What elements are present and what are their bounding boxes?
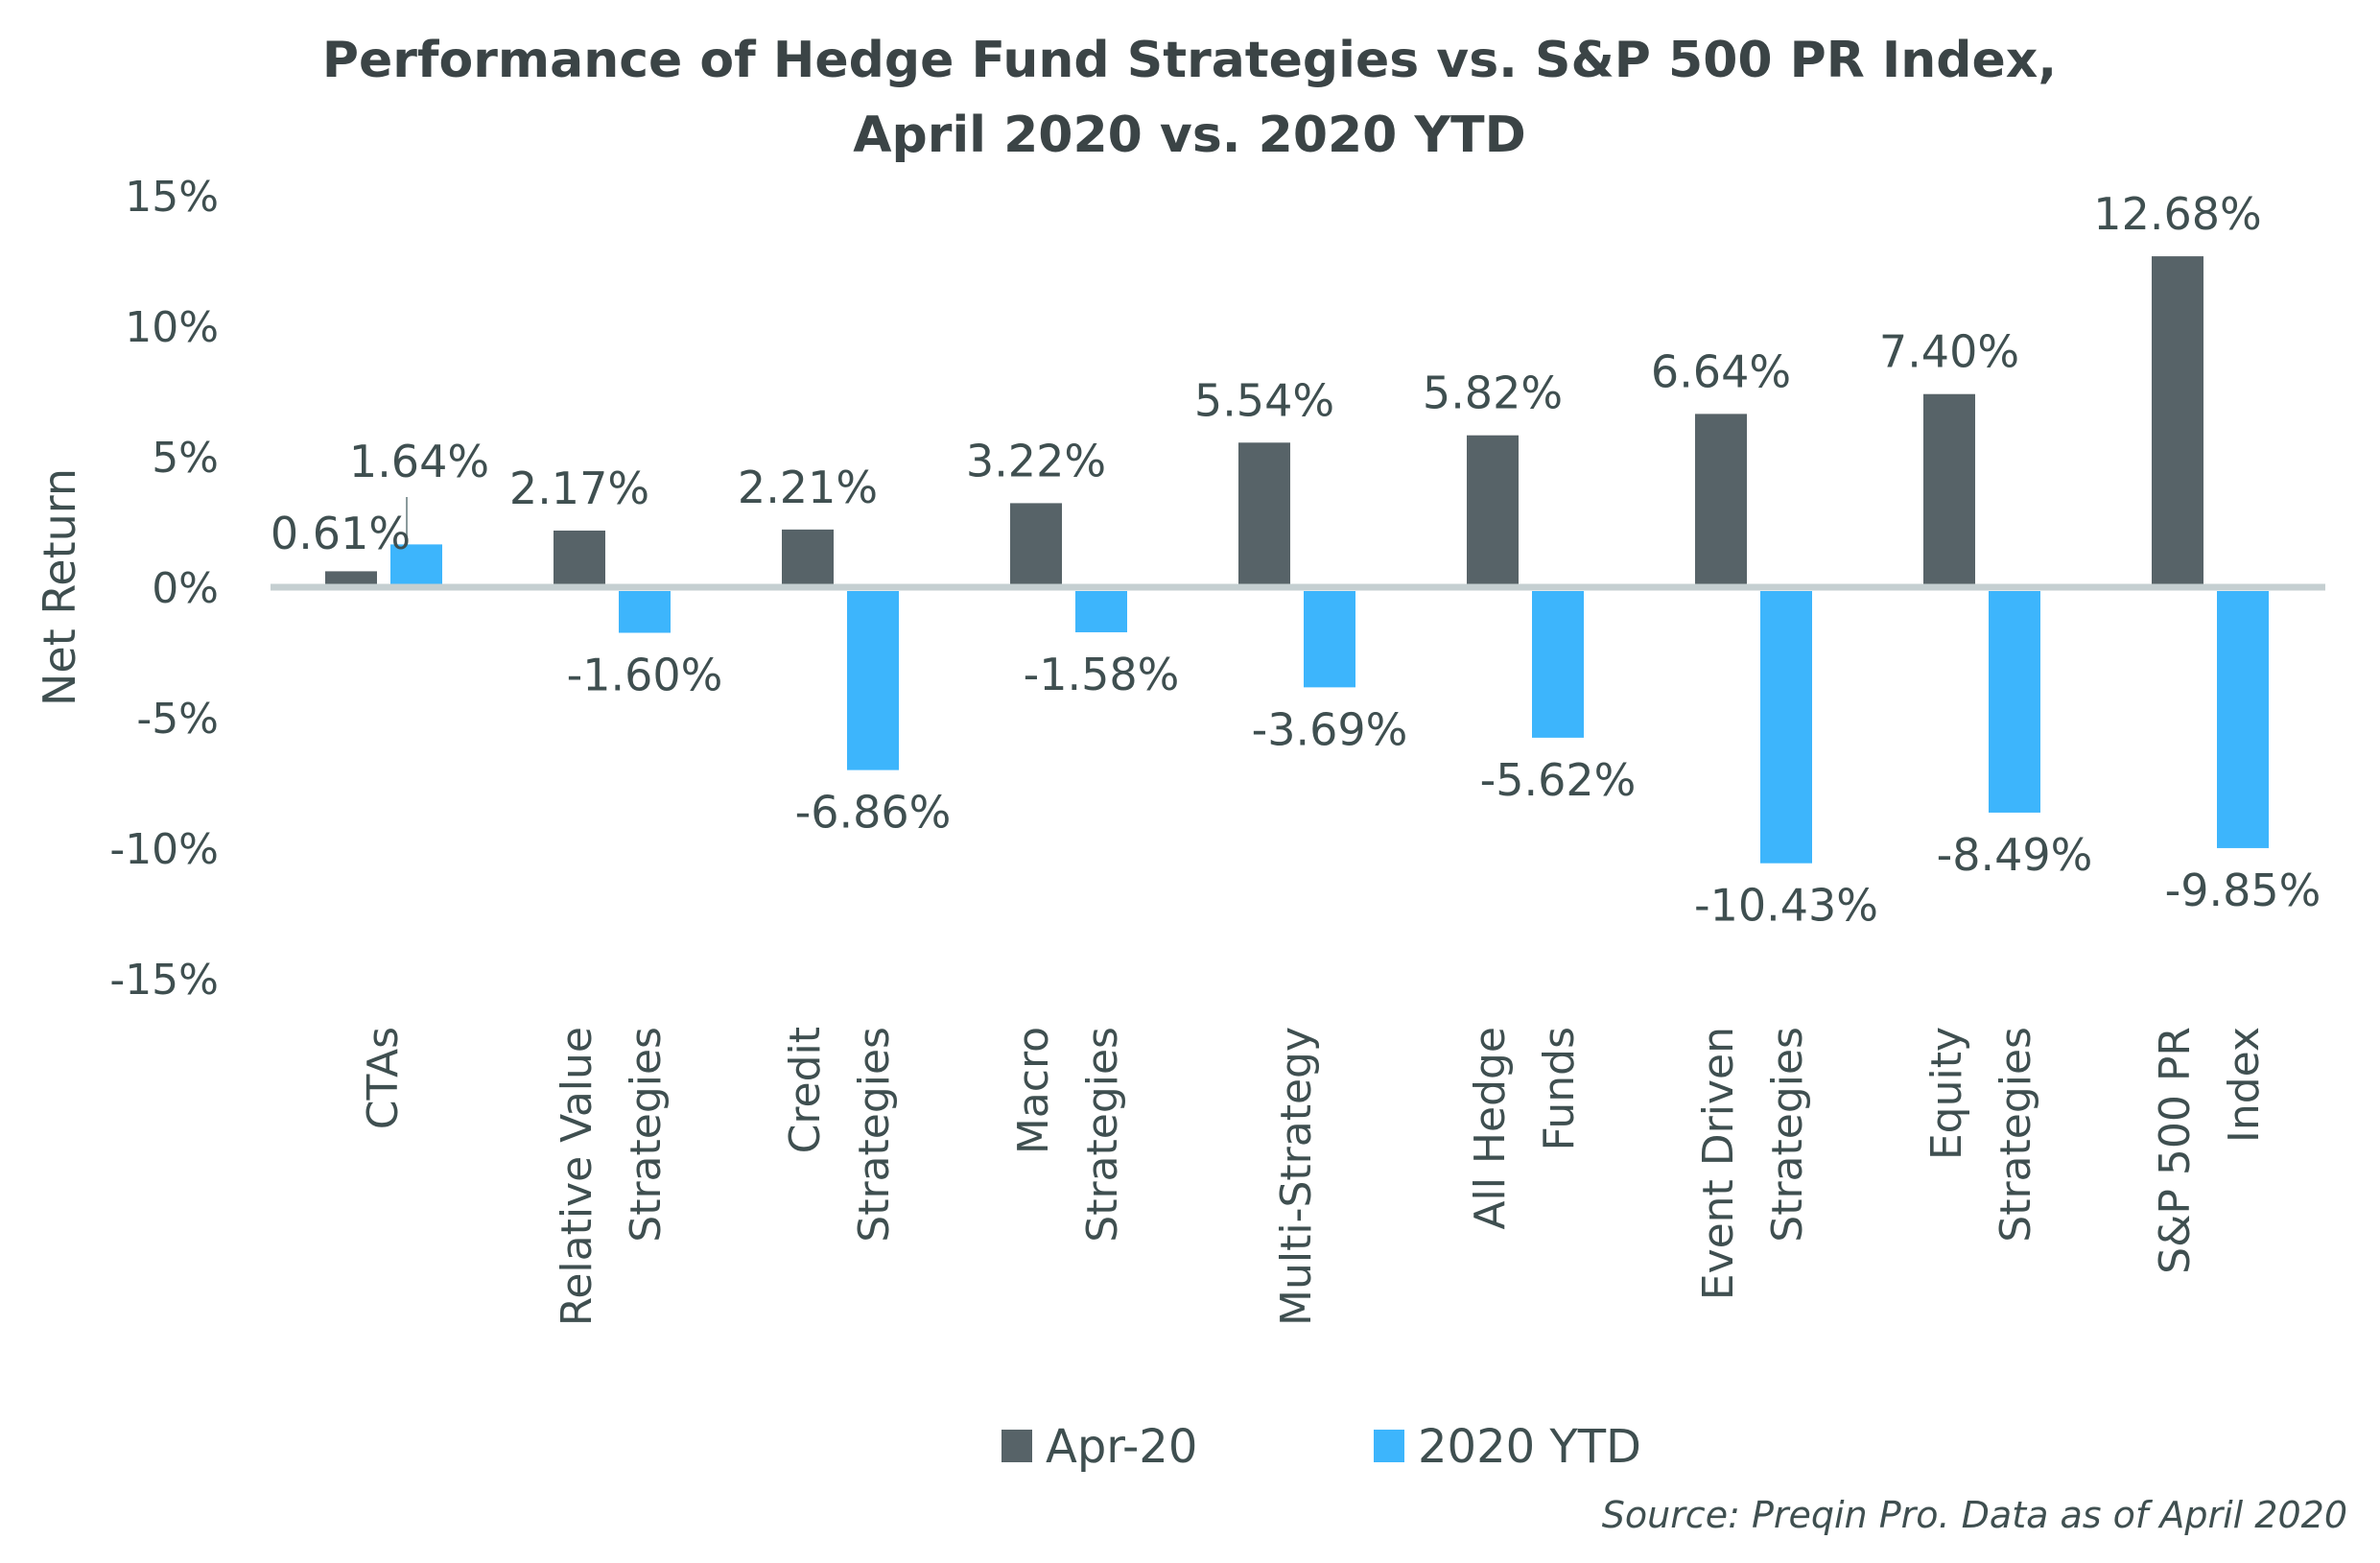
data-label: -10.43%	[1694, 880, 1878, 932]
data-label: -5.62%	[1480, 754, 1637, 806]
data-label: -6.86%	[795, 787, 952, 839]
chart-subtitle: April 2020 vs. 2020 YTD	[853, 107, 1526, 164]
chart-title: Performance of Hedge Fund Strategies vs.…	[322, 32, 2057, 89]
category-label: Credit	[781, 1027, 830, 1153]
category-label: CTAs	[359, 1027, 408, 1129]
category-label: Macro	[1009, 1027, 1058, 1154]
bar-apr-20	[1695, 414, 1747, 584]
bar-2020-ytd	[847, 591, 899, 770]
legend-swatch-apr-20	[1001, 1430, 1032, 1462]
data-label: 12.68%	[2093, 188, 2261, 240]
y-axis-label: Net Return	[34, 468, 85, 706]
data-label: -3.69%	[1252, 703, 1408, 755]
data-labels: 0.61% 1.64% 2.17% -1.60% 2.21% -6.86% 3.22% -1.…	[271, 188, 2321, 932]
bar-apr-20	[1010, 503, 1062, 584]
category-label: Strategies	[1078, 1027, 1127, 1243]
y-tick-label: -10%	[109, 825, 219, 874]
category-label: Relative Value	[553, 1027, 601, 1326]
data-label: 7.40%	[1879, 326, 2019, 378]
y-tick-label: -15%	[109, 956, 219, 1005]
bar-apr-20	[2152, 256, 2203, 584]
bar-2020-ytd	[1075, 591, 1127, 632]
source-note: Source: Preqin Pro. Data as of April 202…	[1602, 1494, 2347, 1536]
data-label: 2.17%	[509, 462, 649, 514]
bar-2020-ytd	[1532, 591, 1584, 738]
y-tick-label: 0%	[152, 564, 219, 613]
category-label: Index	[2220, 1027, 2269, 1143]
data-label: -1.60%	[567, 650, 723, 701]
category-label: Strategies	[622, 1027, 671, 1243]
bar-apr-20	[1467, 435, 1519, 584]
data-label: -9.85%	[2165, 864, 2321, 916]
bar-apr-20	[1923, 393, 1975, 584]
bars	[325, 256, 2269, 864]
bar-apr-20	[325, 571, 377, 584]
category-label: All Hedge	[1466, 1027, 1515, 1230]
data-label: 6.64%	[1651, 345, 1791, 397]
legend-label-2020-ytd: 2020 YTD	[1418, 1420, 1641, 1474]
data-label: 5.54%	[1194, 374, 1334, 426]
bar-2020-ytd	[1989, 591, 2040, 813]
data-label: 1.64%	[349, 436, 489, 487]
data-label: 5.82%	[1423, 367, 1563, 419]
y-tick-label: 15%	[125, 173, 219, 222]
category-label: Strategies	[1991, 1027, 2040, 1243]
bar-apr-20	[554, 530, 605, 584]
data-label: 2.21%	[738, 462, 878, 513]
bar-2020-ytd	[1760, 591, 1812, 864]
category-label: Equity	[1922, 1027, 1971, 1160]
bar-2020-ytd	[619, 591, 671, 633]
legend: Apr-20 2020 YTD	[1001, 1420, 1641, 1474]
category-label: Event Driven	[1694, 1027, 1743, 1300]
data-label: -8.49%	[1937, 829, 2093, 881]
y-tick-label: -5%	[136, 695, 219, 744]
category-label: Multi-Strategy	[1272, 1027, 1321, 1326]
bar-2020-ytd	[1304, 591, 1355, 688]
category-label: S&P 500 PR	[2151, 1027, 2200, 1274]
y-axis-ticks: 15% 10% 5% 0% -5% -10% -15%	[109, 173, 219, 1005]
category-labels: CTAs Relative Value Strategies Credit Strate…	[359, 1027, 2269, 1326]
legend-swatch-2020-ytd	[1374, 1430, 1404, 1462]
data-label: 0.61%	[271, 508, 411, 559]
bar-apr-20	[782, 529, 834, 584]
y-tick-label: 5%	[152, 434, 219, 483]
data-label: 3.22%	[966, 435, 1106, 486]
y-tick-label: 10%	[125, 303, 219, 352]
category-label: Funds	[1535, 1027, 1584, 1151]
bar-2020-ytd	[390, 544, 442, 584]
bar-2020-ytd	[2217, 591, 2269, 848]
bar-apr-20	[1238, 442, 1290, 584]
category-label: Strategies	[850, 1027, 899, 1243]
data-label: -1.58%	[1024, 649, 1180, 700]
legend-label-apr-20: Apr-20	[1046, 1420, 1197, 1474]
category-label: Strategies	[1763, 1027, 1812, 1243]
